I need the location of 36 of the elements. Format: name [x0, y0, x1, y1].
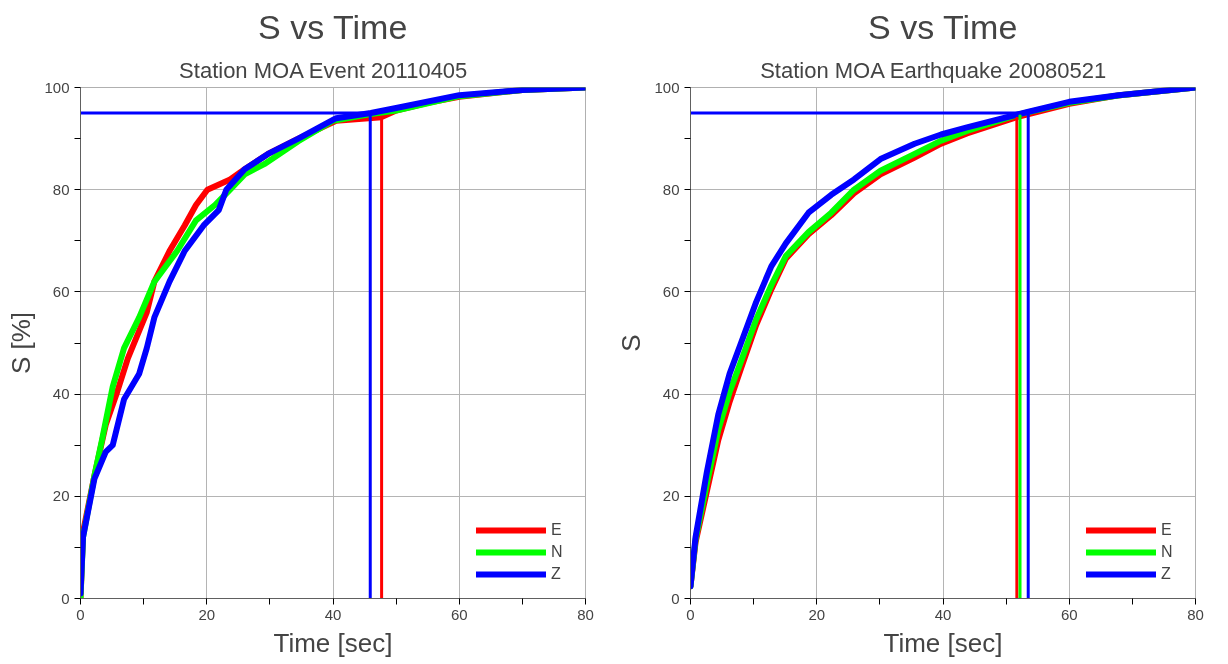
y-tick-label: 0: [61, 589, 70, 607]
y-tick-label: 40: [52, 385, 70, 403]
x-tick-label: 0: [76, 605, 85, 623]
y-tick-label: 100: [44, 78, 70, 96]
x-tick-label: 80: [577, 605, 594, 623]
chart-subtitle: Station MOA Event 20110405: [179, 57, 468, 83]
legend-label: Z: [1161, 565, 1172, 583]
legend-label: E: [551, 521, 563, 539]
y-axis-title: S [%]: [6, 311, 37, 375]
y-tick-label: 60: [662, 282, 680, 300]
legend-label: Z: [551, 565, 562, 583]
x-tick-label: 80: [1187, 605, 1204, 623]
legend-label: N: [551, 543, 564, 561]
x-tick-label: 60: [450, 605, 468, 623]
y-tick-label: 0: [671, 589, 680, 607]
x-tick-label: 40: [324, 605, 342, 623]
y-tick-label: 20: [662, 487, 680, 505]
x-axis-title: Time [sec]: [273, 627, 393, 658]
y-tick-label: 60: [52, 282, 70, 300]
y-tick-label: 100: [654, 78, 680, 96]
y-tick-label: 80: [662, 180, 680, 198]
y-tick-label: 80: [52, 180, 70, 198]
x-tick-label: 60: [1060, 605, 1078, 623]
x-tick-label: 0: [686, 605, 695, 623]
chart-subtitle: Station MOA Earthquake 20080521: [760, 57, 1107, 83]
chart-title: S vs Time: [258, 7, 408, 46]
x-tick-label: 20: [808, 605, 826, 623]
x-axis-title: Time [sec]: [883, 627, 1003, 658]
x-tick-label: 20: [198, 605, 216, 623]
legend-label: N: [1161, 543, 1174, 561]
y-axis-title: S: [616, 334, 647, 352]
legend-label: E: [1161, 521, 1173, 539]
chart-title: S vs Time: [868, 7, 1018, 46]
y-tick-label: 40: [662, 385, 680, 403]
y-tick-label: 20: [52, 487, 70, 505]
x-tick-label: 40: [934, 605, 952, 623]
